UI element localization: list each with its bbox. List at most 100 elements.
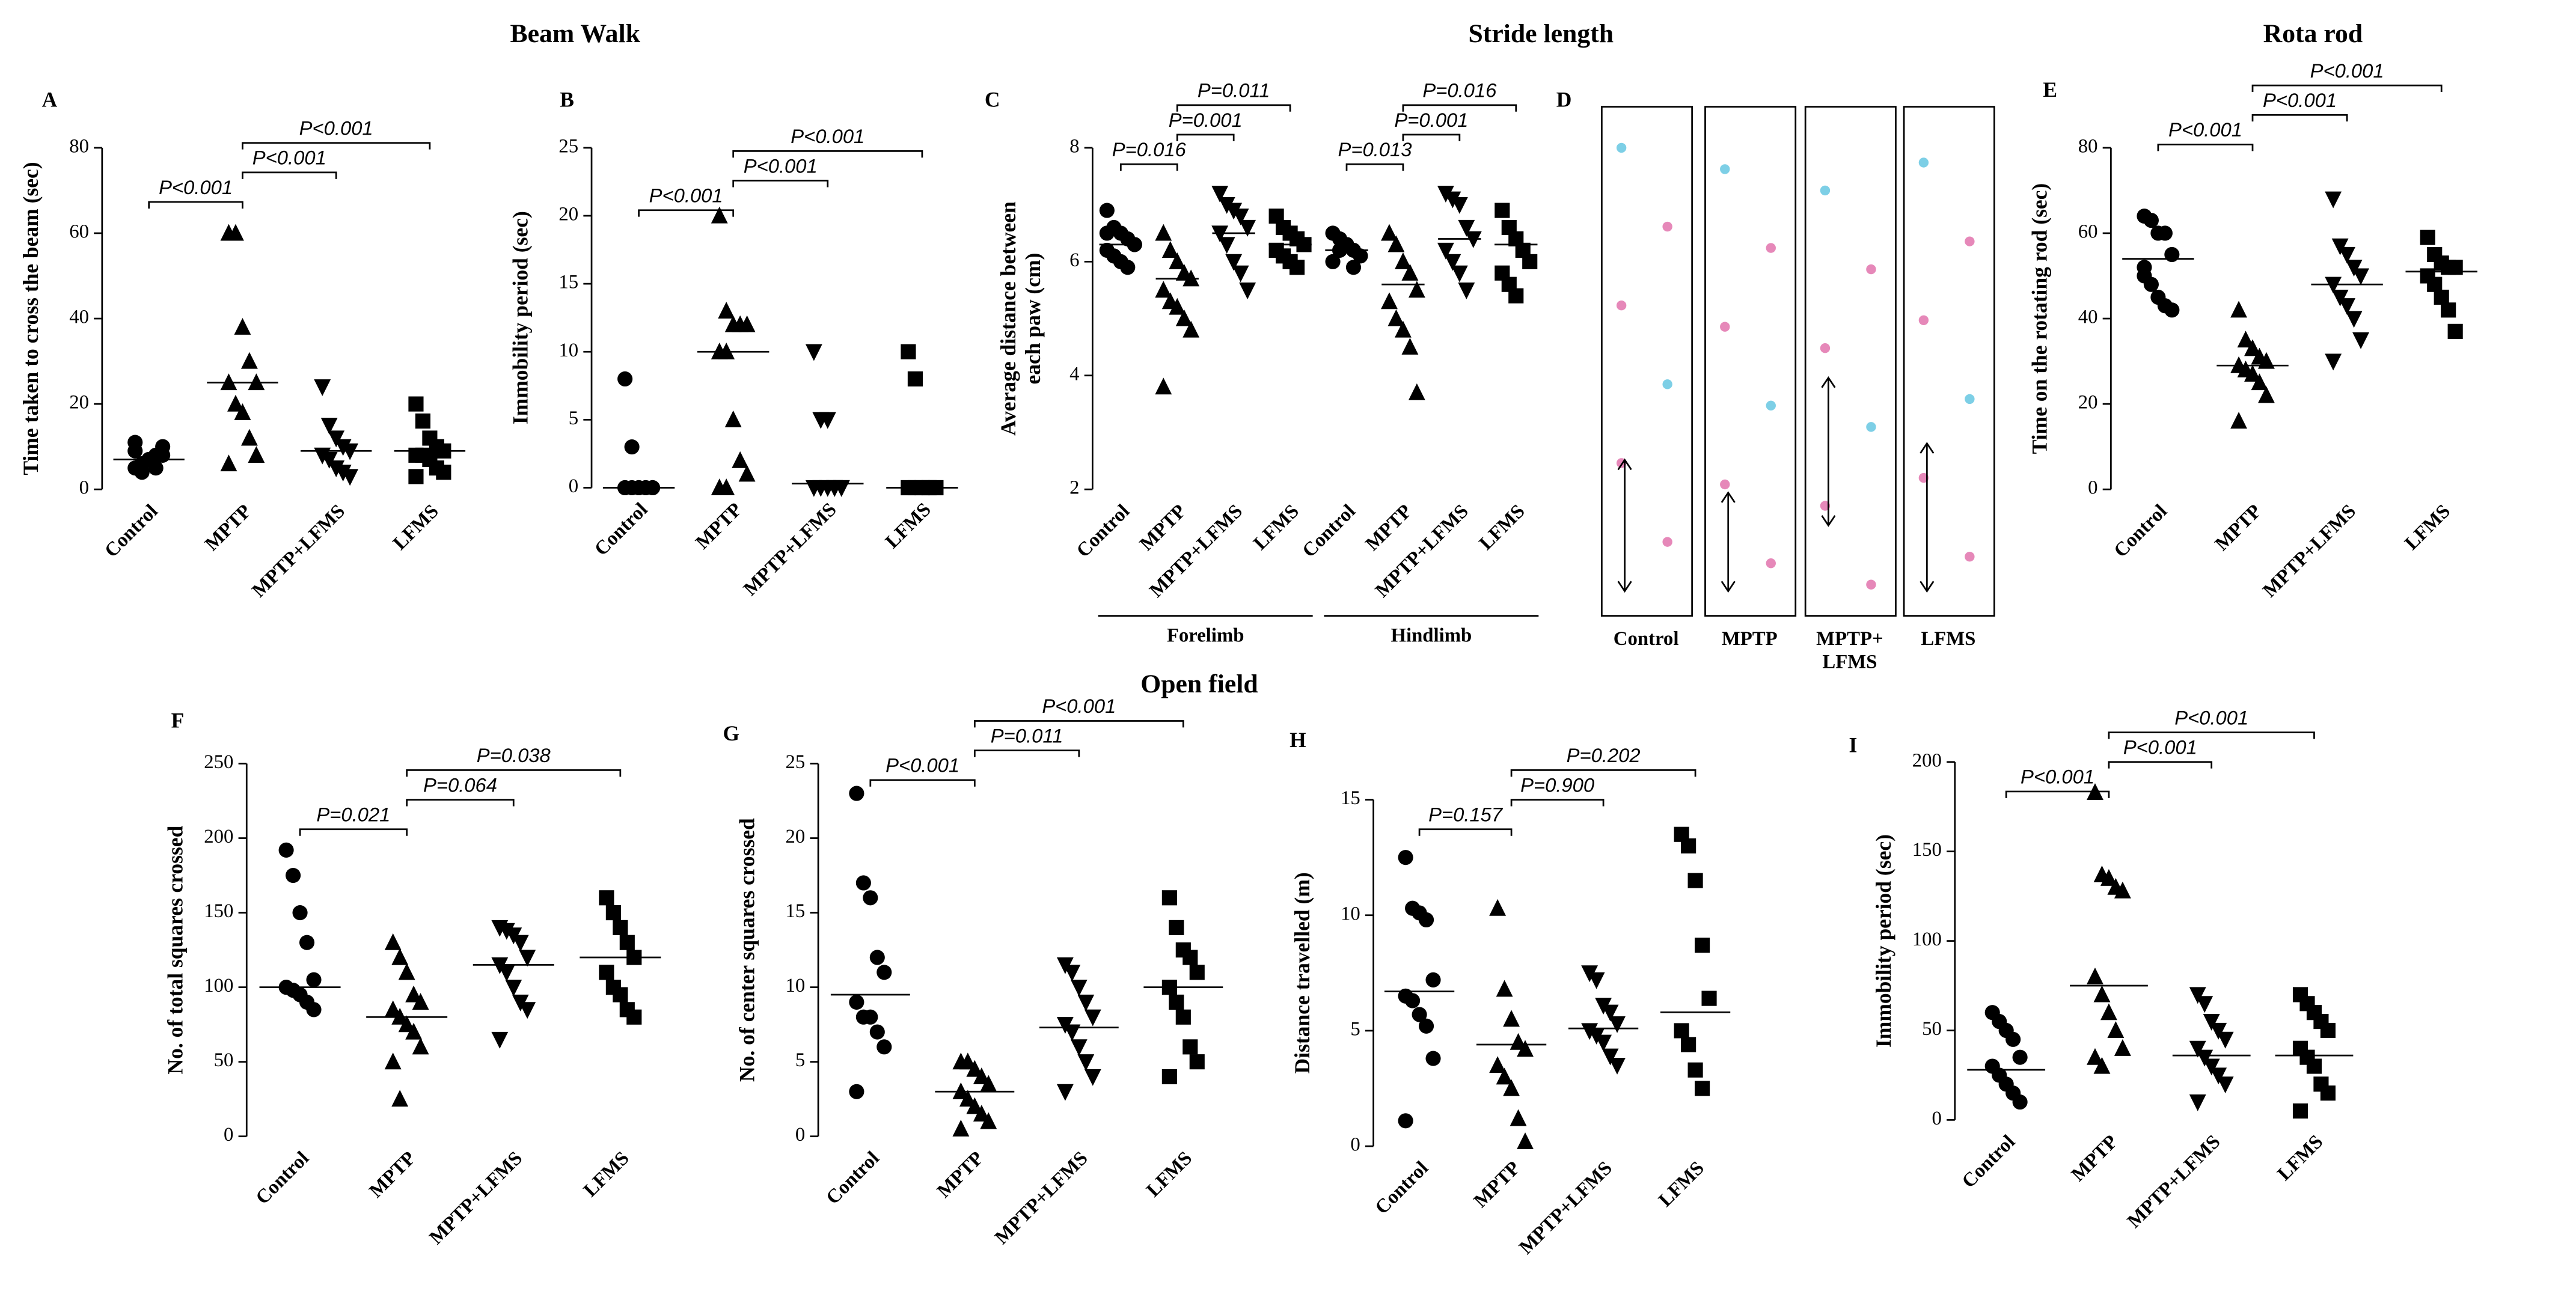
data-point [980,1075,997,1092]
p-value: P<0.001 [1042,695,1116,717]
significance-bracket [242,171,337,179]
data-point [617,371,633,387]
data-point [328,430,345,448]
data-point [1687,873,1703,888]
data-point [711,206,728,224]
data-point [384,1052,402,1070]
data-point [320,451,338,469]
x-tick-label: MPTP [2067,1131,2122,1186]
section-title: Rota rod [2263,19,2363,48]
data-point [2434,289,2449,305]
data-point [2258,352,2275,369]
data-point [320,418,338,435]
data-point [155,447,171,463]
arrow-head [1617,458,1632,593]
data-point [1517,1132,1534,1149]
data-point [2244,339,2261,356]
data-point [1510,1109,1527,1126]
y-tick-label: 50 [214,1049,234,1071]
footprint [1965,236,1975,246]
data-point [869,1024,885,1040]
data-point [1489,1056,1507,1073]
data-point [849,994,864,1010]
y-tick-label: 5 [1350,1018,1360,1040]
data-point [907,371,923,387]
x-tick-label: MPTP+LFMS [2259,501,2360,602]
significance-bracket [973,749,1080,757]
data-point [718,478,735,496]
data-point [1175,309,1193,326]
data-point [1418,912,1434,928]
lane-label: MPTP [1722,628,1778,650]
p-value: P<0.001 [2310,60,2384,82]
data-point [2210,1022,2227,1040]
data-point [1189,1054,1205,1070]
y-axis-label: each paw (cm) [1021,253,1045,385]
significance-bracket [732,180,829,188]
x-tick-label: LFMS [1475,501,1529,555]
x-tick-label: MPTP+LFMS [248,501,349,602]
data-point [2203,1058,2220,1076]
significance-bracket [1510,769,1696,777]
footprint [1766,558,1776,569]
y-tick-label: 100 [1912,929,1942,950]
data-point [1056,1084,1074,1101]
data-point [1425,972,1441,987]
data-point [234,403,251,420]
y-tick-label: 80 [69,135,89,157]
p-value: P<0.001 [252,147,326,169]
data-point [398,1015,415,1033]
data-point [1451,265,1468,282]
x-tick-label: MPTP [1470,1157,1525,1212]
y-tick-label: 0 [569,475,578,497]
data-point [599,965,614,980]
data-point [1161,890,1177,906]
data-point [491,1031,509,1049]
data-point [1063,965,1081,982]
y-tick-label: 15 [785,900,805,922]
data-point [1169,298,1186,315]
section-title: Stride length [1468,19,1614,48]
footprint [1720,164,1730,174]
data-point [227,224,244,241]
x-tick-label: Control [590,499,652,560]
data-point [1674,1023,1689,1039]
data-point [1325,254,1341,269]
x-tick-label: Control [822,1147,883,1209]
p-value: P=0.011 [1198,79,1270,102]
x-tick-label: MPTP [365,1147,420,1202]
data-point [1458,219,1475,237]
y-tick-label: 200 [204,826,233,847]
y-tick-label: 10 [1341,903,1360,924]
y-tick-label: 150 [1912,839,1942,861]
significance-bracket [2251,84,2443,93]
panel-label: A [42,88,58,112]
data-point [512,935,529,952]
data-point [2203,1014,2220,1031]
significance-bracket [2108,761,2213,769]
panel-label: E [2043,78,2057,102]
section-title: Beam Walk [510,19,640,48]
x-tick-label: LFMS [1654,1157,1709,1211]
data-point [1609,1058,1626,1075]
data-point [819,412,836,429]
x-tick-label: MPTP+LFMS [991,1147,1092,1249]
data-point [1522,254,1538,269]
y-tick-label: 5 [795,1049,805,1071]
data-point [286,867,301,884]
lane-label: Control [1614,628,1679,650]
y-axis-label: Immobility period (sec) [508,211,532,424]
data-point [2189,1040,2206,1058]
footprint [1965,394,1975,404]
data-point [599,890,614,906]
data-point [412,1037,429,1055]
data-point [384,933,402,950]
y-tick-label: 150 [204,900,233,922]
data-point [2447,323,2463,339]
data-point [505,980,522,996]
y-tick-label: 250 [204,751,233,773]
y-tick-label: 20 [785,826,805,847]
data-point [2157,225,2173,241]
